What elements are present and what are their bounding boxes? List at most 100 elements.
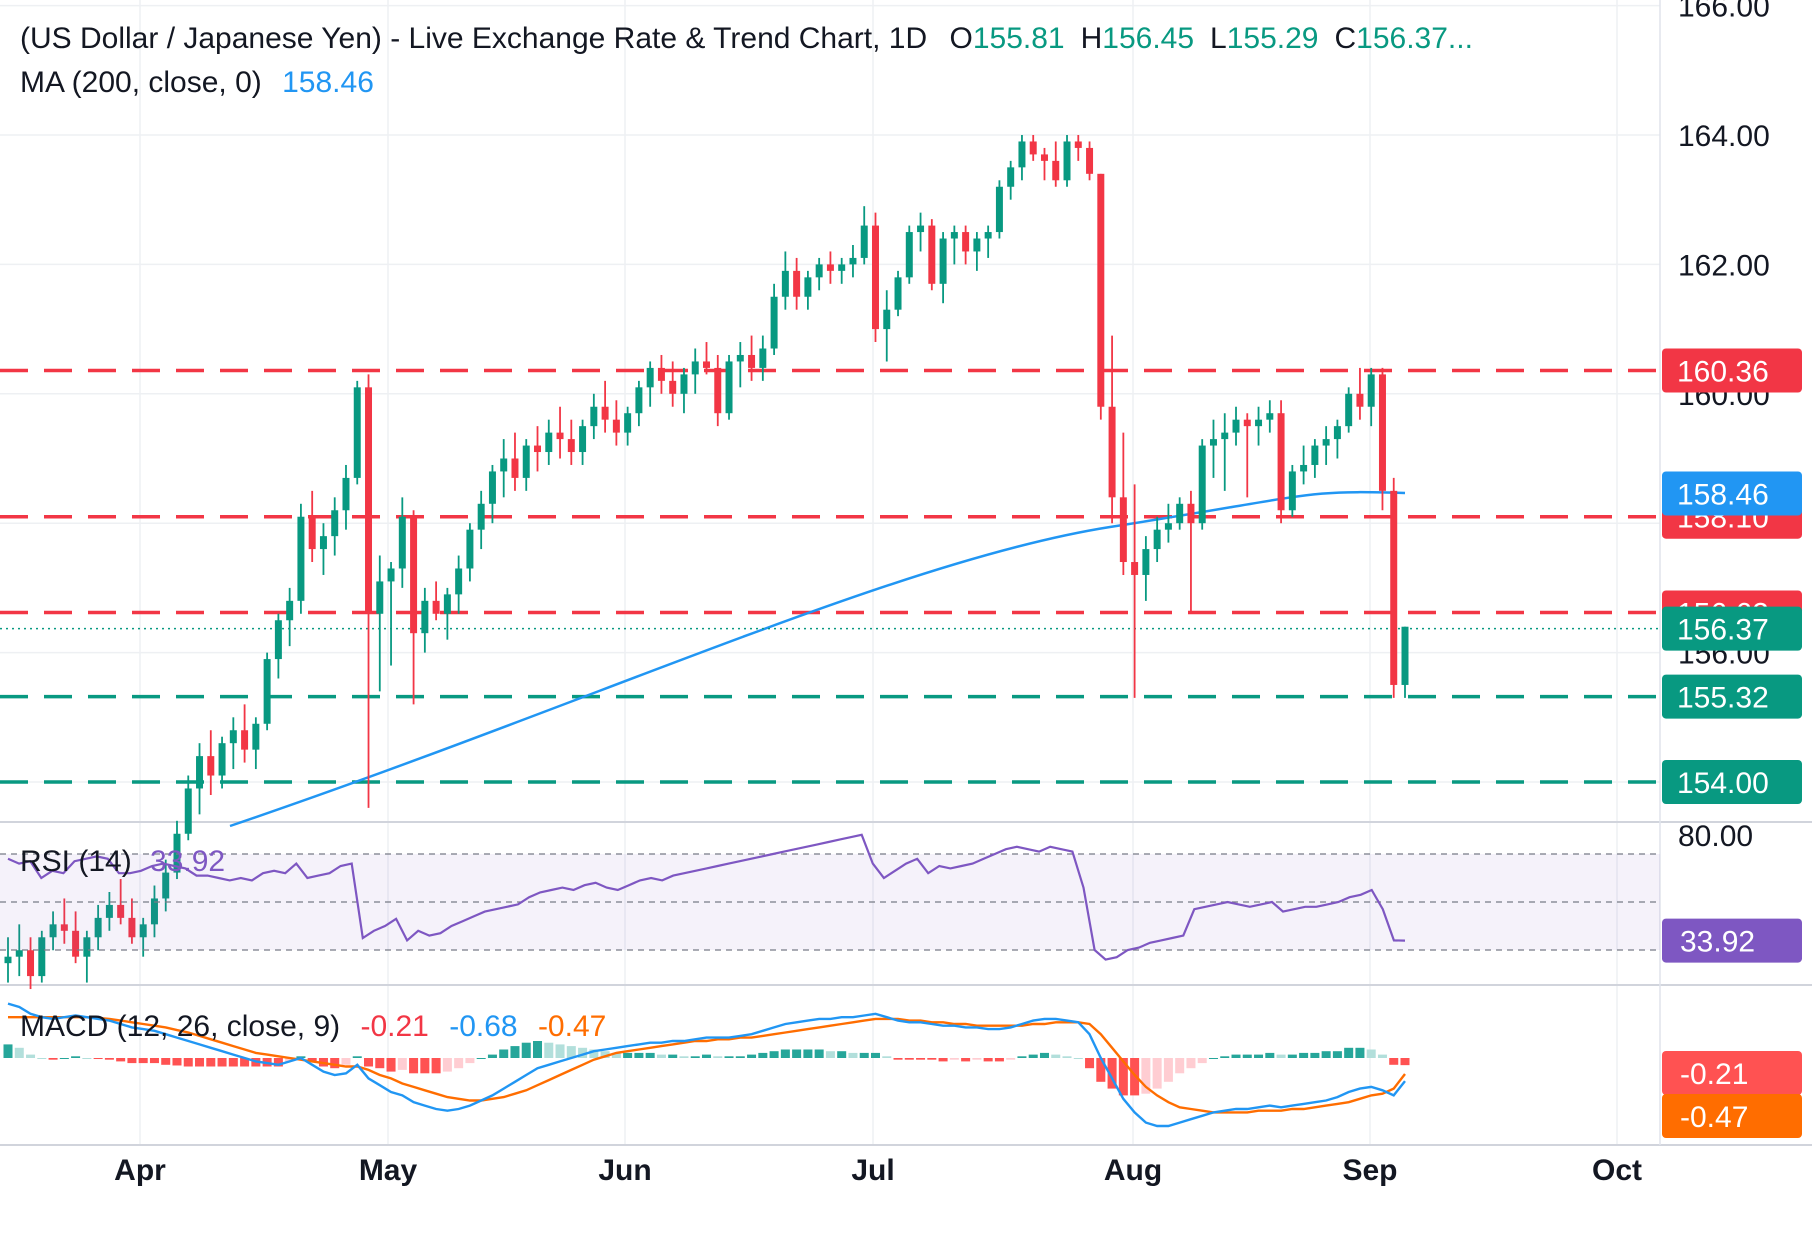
candle-body: [1131, 562, 1139, 575]
candle: [207, 730, 215, 795]
macd-hist-bar: [285, 1058, 295, 1062]
candle: [703, 342, 710, 375]
macd-hist-bar: [476, 1058, 486, 1059]
candle-body: [297, 516, 305, 601]
ohlc-l: L155.29: [1210, 22, 1319, 55]
grid-lines: [0, 0, 1660, 1145]
candle: [1176, 497, 1184, 530]
candle-body: [229, 730, 237, 744]
candle: [376, 555, 384, 692]
candle: [590, 393, 598, 440]
candle: [60, 898, 68, 944]
candle-body: [150, 898, 158, 925]
candle-body: [4, 956, 12, 964]
candle: [1266, 400, 1274, 433]
macd-hist-bar: [589, 1049, 599, 1058]
macd-hist-bar: [273, 1058, 283, 1067]
macd-hist-bar: [916, 1058, 926, 1060]
candle-body: [1333, 426, 1341, 440]
candle-body: [894, 277, 902, 310]
candle-body: [94, 917, 102, 938]
macd-hist-bar: [949, 1058, 959, 1060]
candle-body: [1277, 413, 1285, 511]
macd-hist-bar: [183, 1058, 193, 1067]
candle-body: [342, 477, 350, 511]
macd-hist-bar: [1197, 1058, 1207, 1064]
macd-hist-bar: [217, 1058, 227, 1067]
candle: [579, 419, 587, 465]
macd-hist-bar: [127, 1058, 137, 1064]
macd-hist-bar: [1085, 1058, 1095, 1069]
candle: [1356, 367, 1364, 420]
macd-hist-bar: [161, 1058, 171, 1065]
candle-body: [117, 904, 125, 918]
candle: [883, 290, 891, 362]
current-price-label: 156.37: [1677, 614, 1769, 647]
candle-body: [83, 937, 91, 957]
candle-body: [939, 238, 947, 284]
candle-body: [128, 917, 136, 938]
candle-body: [421, 600, 429, 634]
macd-hist-bar: [1242, 1054, 1252, 1058]
candle: [432, 581, 440, 621]
macd-hist-bar: [1220, 1056, 1230, 1058]
candle-body: [1074, 141, 1082, 148]
candle: [962, 225, 970, 265]
macd-hist-bar: [747, 1054, 757, 1058]
macd-label-bg: [1662, 1051, 1802, 1095]
candle: [331, 497, 339, 556]
candle: [1086, 141, 1094, 181]
macd-hist-bar: [499, 1049, 509, 1058]
candle-body: [883, 309, 891, 330]
candle: [1018, 135, 1026, 181]
candle: [72, 911, 80, 964]
macd-hist-bar: [837, 1051, 847, 1058]
candle: [804, 270, 812, 310]
candle-body: [1097, 173, 1105, 407]
macd-hist-bar: [341, 1058, 351, 1065]
ohlc-h: H156.45: [1080, 22, 1195, 55]
candle-body: [962, 232, 970, 252]
ma-value: 158.46: [282, 66, 374, 99]
candle-body: [398, 516, 406, 569]
ma200-line: [229, 490, 1406, 828]
candle-body: [1243, 419, 1251, 427]
price-tick-label: 166.00: [1678, 0, 1770, 24]
candle-body: [759, 348, 767, 368]
candle-body: [49, 924, 57, 938]
candle: [612, 400, 620, 446]
candle: [917, 212, 925, 252]
macd-hist-bar: [1400, 1058, 1410, 1066]
price-tick-label: 164.00: [1678, 120, 1770, 153]
macd-hist-bar: [600, 1051, 610, 1058]
macd-hist-bar: [555, 1044, 565, 1058]
candle: [725, 354, 733, 420]
candle: [624, 406, 632, 446]
candle-body: [105, 904, 113, 918]
candle-body: [1040, 154, 1048, 161]
candle: [1007, 160, 1015, 200]
candle: [601, 380, 609, 433]
macd-hist-bar: [1321, 1051, 1331, 1058]
candle-body: [488, 471, 496, 504]
candle-body: [1378, 374, 1386, 491]
macd-hist-bar: [82, 1058, 92, 1059]
rsi-label-bg: [1662, 918, 1802, 963]
time-tick-label: Jun: [598, 1154, 651, 1187]
macd-hist-bar: [690, 1056, 700, 1058]
candle: [173, 820, 181, 880]
macd-hist-bar: [71, 1056, 81, 1058]
candle-body: [1198, 445, 1206, 524]
candle-body: [511, 458, 519, 478]
macd-value-label: -0.47: [1680, 1101, 1748, 1134]
candle-body: [1052, 160, 1060, 181]
macd-hist-bar: [679, 1056, 689, 1058]
macd-hist-bar: [780, 1049, 790, 1058]
candle-body: [432, 600, 440, 614]
candle: [1288, 464, 1296, 517]
macd-hist-bar: [1039, 1052, 1049, 1058]
candle: [443, 587, 451, 640]
candle-body: [241, 730, 249, 750]
macd-hist-bar: [994, 1058, 1004, 1062]
candle-body: [1164, 523, 1172, 530]
